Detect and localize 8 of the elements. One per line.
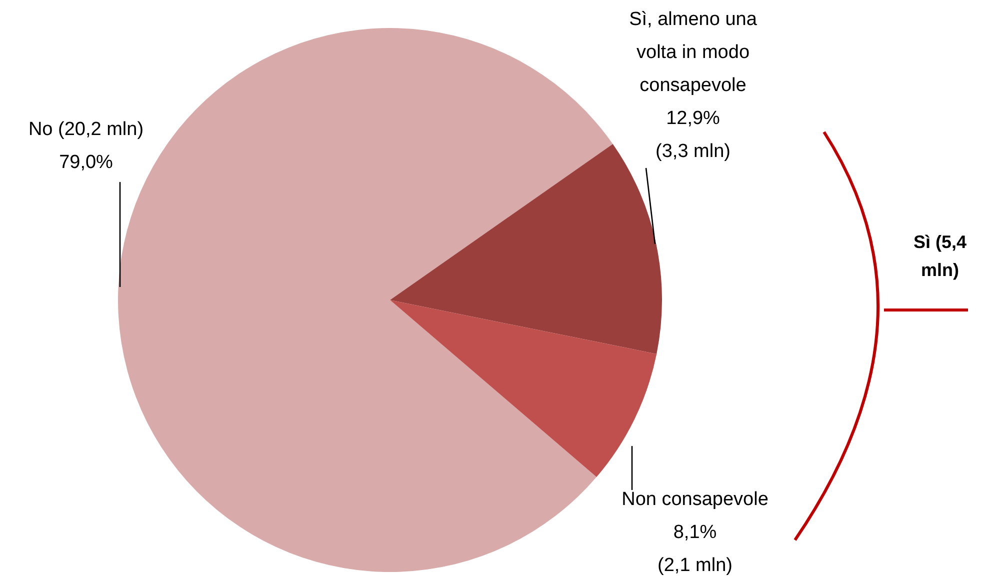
data-label: 12,9% (3,3 mln) — [656, 108, 730, 162]
slice-label: No (20,2 mln) — [28, 119, 144, 140]
slice-label: Sì, almeno una volta in modo consapevole — [629, 9, 758, 96]
data-label: 79,0% — [59, 152, 114, 173]
text: Sì (5,4 mln) — [912, 231, 968, 282]
pie-slice — [390, 300, 657, 478]
slice-label: Non consapevole — [622, 489, 768, 510]
data-label: 8,1% (2,1 mln) — [658, 522, 732, 576]
